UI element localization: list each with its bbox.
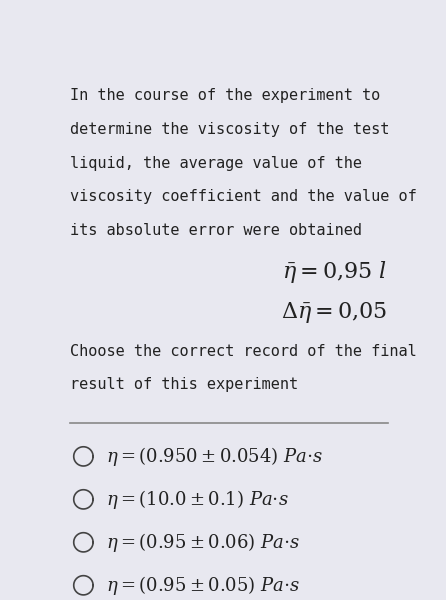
- Text: $\Delta\bar{\eta}=0{,}05$: $\Delta\bar{\eta}=0{,}05$: [281, 300, 388, 325]
- Text: $\eta=(10.0\pm0.1)\ Pa{\cdot}s$: $\eta=(10.0\pm0.1)\ Pa{\cdot}s$: [106, 488, 289, 511]
- Text: In the course of the experiment to: In the course of the experiment to: [70, 88, 380, 103]
- Text: determine the viscosity of the test: determine the viscosity of the test: [70, 122, 389, 137]
- Text: $\eta=(0.95\pm0.06)\ Pa{\cdot}s$: $\eta=(0.95\pm0.06)\ Pa{\cdot}s$: [106, 531, 300, 554]
- Text: $\bar{\eta}=0{,}95\ l$: $\bar{\eta}=0{,}95\ l$: [282, 259, 388, 285]
- Text: $\eta=(0.950\pm0.054)\ Pa{\cdot}s$: $\eta=(0.950\pm0.054)\ Pa{\cdot}s$: [106, 445, 323, 468]
- Text: its absolute error were obtained: its absolute error were obtained: [70, 223, 362, 238]
- Text: liquid, the average value of the: liquid, the average value of the: [70, 155, 362, 170]
- Text: Choose the correct record of the final: Choose the correct record of the final: [70, 344, 416, 359]
- Text: result of this experiment: result of this experiment: [70, 377, 297, 392]
- Text: $\eta=(0.95\pm0.05)\ Pa{\cdot}s$: $\eta=(0.95\pm0.05)\ Pa{\cdot}s$: [106, 574, 300, 597]
- Text: viscosity coefficient and the value of: viscosity coefficient and the value of: [70, 190, 416, 205]
